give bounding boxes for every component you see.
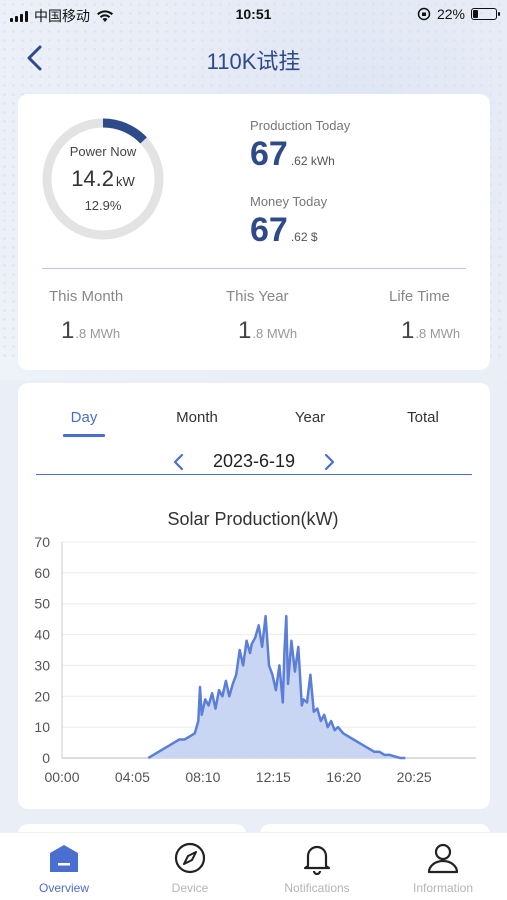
y-tick-label: 70: [34, 534, 50, 550]
x-tick-label: 00:00: [44, 769, 79, 785]
signal-icon: [10, 10, 28, 22]
x-tick-label: 16:20: [326, 769, 361, 785]
x-tick-label: 04:05: [115, 769, 150, 785]
nav-bar: 110K试挂: [0, 30, 507, 86]
battery-percent: 22%: [436, 6, 465, 22]
tabbar-device[interactable]: Device: [135, 841, 245, 895]
production-today: Production Today 67.62 kWh: [250, 118, 350, 174]
power-now-percent: 12.9%: [84, 198, 122, 213]
power-now-gauge: Power Now 14.2 kW 12.9%: [40, 116, 166, 242]
previous-date-icon[interactable]: [168, 451, 190, 473]
stat-this-month: This Month 1.8 MWh: [49, 288, 123, 345]
stat-this-year: This Year 1.8 MWh: [226, 288, 297, 345]
bell-icon: [303, 845, 331, 875]
battery-level: [473, 10, 478, 18]
overview-icon: [50, 845, 78, 872]
production-today-label: Production Today: [250, 118, 351, 133]
period-tabs: Day Month Year Total: [18, 409, 490, 439]
y-tick-label: 50: [34, 596, 50, 612]
y-tick-label: 10: [34, 719, 50, 735]
status-bar: 中国移动 10:51 22%: [0, 0, 507, 28]
tabbar-information[interactable]: Information: [388, 841, 498, 895]
life-time-label: Life Time: [389, 288, 450, 305]
active-tab-indicator: [63, 434, 105, 437]
selected-date[interactable]: 2023-6-19: [212, 451, 296, 471]
money-today: Money Today 67.62 $: [250, 194, 327, 250]
date-underline: [36, 474, 472, 475]
y-tick-label: 30: [34, 657, 50, 673]
back-arrow-icon[interactable]: [20, 42, 52, 74]
x-tick-label: 08:10: [185, 769, 220, 785]
energy-stats: This Month 1.8 MWh This Year 1.8 MWh Lif…: [18, 288, 490, 358]
orientation-lock-icon: [417, 7, 431, 21]
carrier-name: 中国移动: [34, 8, 90, 24]
y-tick-label: 0: [42, 750, 50, 766]
power-now-unit: kW: [116, 174, 135, 189]
y-tick-label: 40: [34, 627, 50, 643]
x-tick-label: 20:25: [397, 769, 432, 785]
tabbar-device-label: Device: [171, 881, 209, 895]
tabbar-information-label: Information: [412, 881, 474, 895]
power-ring-fill: [42, 118, 164, 240]
tabbar-overview-label: Overview: [38, 881, 89, 895]
status-time: 10:51: [235, 6, 272, 22]
person-icon: [427, 843, 459, 874]
compass-icon: [174, 842, 206, 874]
page-title: 110K试挂: [206, 49, 301, 74]
summary-divider: [42, 268, 466, 269]
power-now-label: Power Now: [69, 144, 137, 159]
production-chart-card: Day Month Year Total 2023-6-19 Solar Pro…: [18, 383, 490, 809]
solar-production-chart: Solar Production(kW) 0 10 20 30 40 50 60 70 00:…: [34, 509, 476, 785]
tabbar-overview[interactable]: Overview: [9, 841, 119, 895]
date-selector: 2023-6-19: [18, 449, 490, 475]
money-today-value: 67.62 $: [250, 211, 318, 249]
this-year-label: This Year: [226, 288, 289, 305]
tab-month[interactable]: Month: [176, 409, 218, 426]
production-line: [147, 614, 406, 760]
battery-icon: [471, 8, 500, 20]
stat-life-time: Life Time 1.8 MWh: [389, 288, 460, 345]
chart-title: Solar Production(kW): [167, 509, 338, 529]
next-date-icon[interactable]: [318, 451, 340, 473]
life-time-value: 1.8 MWh: [401, 317, 461, 344]
tabbar-notifications[interactable]: Notifications: [262, 841, 372, 895]
tab-year[interactable]: Year: [294, 409, 326, 426]
power-ring: [42, 118, 164, 240]
tab-total[interactable]: Total: [407, 409, 439, 426]
this-year-value: 1.8 MWh: [238, 317, 298, 344]
this-month-value: 1.8 MWh: [61, 317, 121, 344]
this-month-label: This Month: [49, 288, 124, 305]
summary-card: Power Now 14.2 kW 12.9% Production Today …: [18, 94, 490, 370]
x-tick-label: 12:15: [256, 769, 291, 785]
y-tick-label: 20: [34, 688, 50, 704]
wifi-icon: [97, 10, 113, 22]
y-tick-label: 60: [34, 565, 50, 581]
money-today-label: Money Today: [250, 194, 328, 209]
tab-day[interactable]: Day: [70, 409, 98, 426]
power-now-value: 14.2 kW: [71, 166, 135, 191]
production-today-value: 67.62 kWh: [250, 135, 335, 173]
bottom-tab-bar: Overview Device Notifications Informatio…: [0, 832, 507, 900]
tabbar-notifications-label: Notifications: [284, 881, 350, 895]
